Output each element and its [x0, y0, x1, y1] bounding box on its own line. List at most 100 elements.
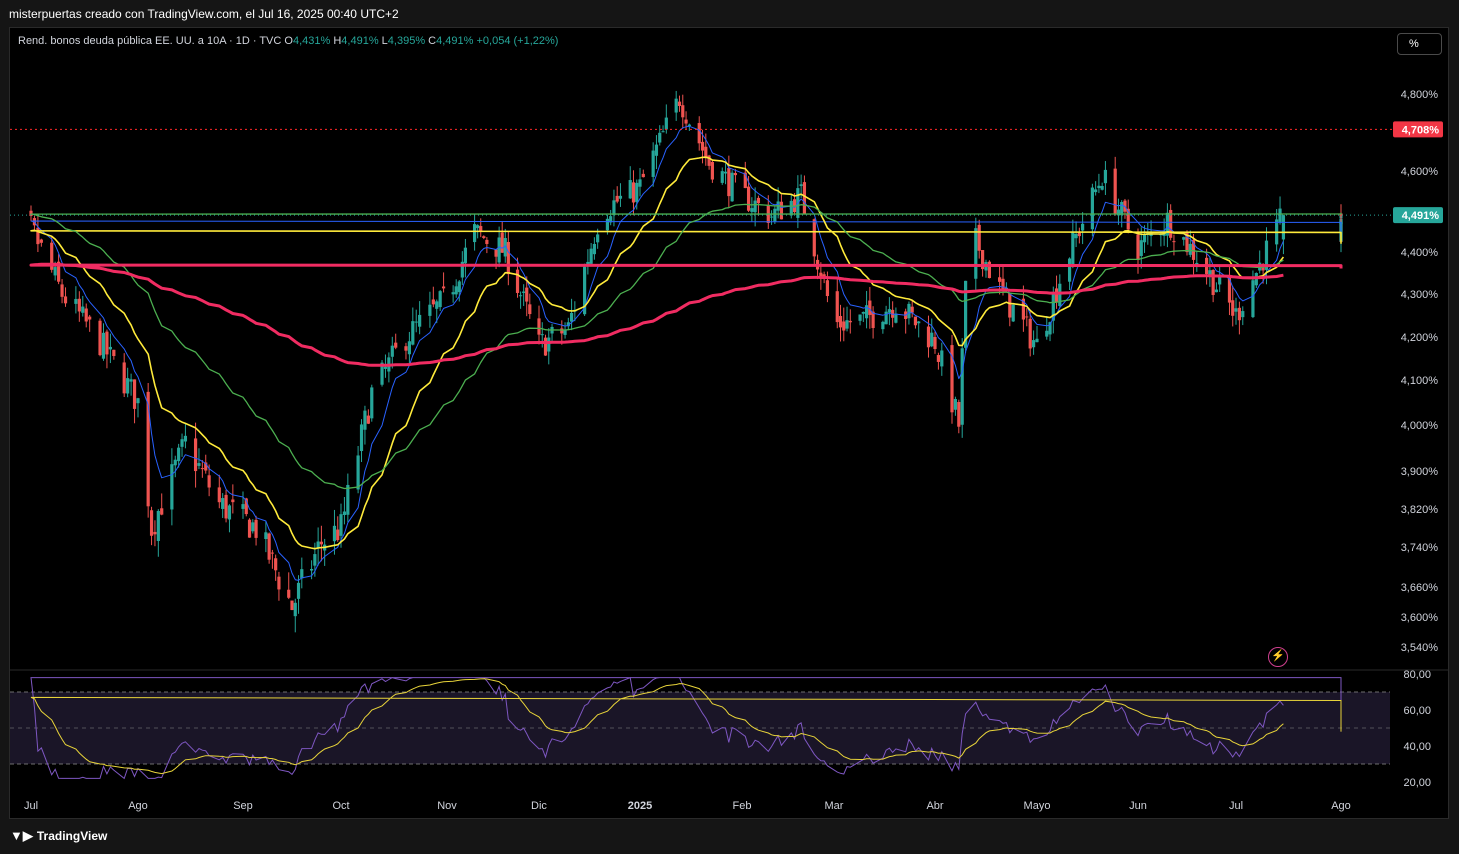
candle-body [1011, 304, 1015, 322]
candle-body [543, 337, 548, 356]
candle-body [612, 200, 616, 216]
price-axis: 4,800% 4,600% 4,400% 4,300% 4,200% 4,100% 4,00… [1401, 89, 1439, 654]
time-tick-label: Jul [24, 800, 38, 812]
candle-body [183, 435, 188, 442]
last-price-badge [1393, 207, 1443, 224]
candle-body [960, 348, 964, 425]
candle-body [407, 341, 411, 355]
time-tick-label: Nov [437, 800, 457, 812]
time-tick-label: 2025 [628, 800, 652, 812]
price-tick-label: 3,740% [1401, 542, 1439, 554]
candle-body [370, 387, 374, 419]
candle-body [77, 298, 81, 312]
candle-body [241, 504, 245, 509]
candle-body [977, 224, 981, 251]
candle-body [720, 171, 724, 183]
footer-brand-label: TradingView [36, 829, 108, 843]
candle-body [1139, 240, 1143, 256]
legend-open-value: 4,431% [292, 35, 331, 47]
candle-body [700, 141, 705, 151]
candle-body [1094, 189, 1098, 193]
candle-body [438, 291, 442, 308]
candle-body [29, 210, 33, 217]
candle-body [704, 146, 708, 158]
time-tick-label: Oct [332, 800, 349, 812]
candle-body [244, 498, 248, 515]
candle-body [57, 261, 61, 282]
price-tick-label: 4,400% [1401, 247, 1439, 259]
candle-body [1237, 307, 1241, 321]
price-tick-label: 4,200% [1401, 332, 1439, 344]
candle-body [913, 316, 918, 326]
candle-body [231, 499, 235, 503]
time-tick-label: Ago [128, 800, 148, 812]
candle-body [812, 219, 816, 257]
candle-body [63, 296, 68, 304]
flash-icon[interactable]: ⚡ [1268, 647, 1288, 667]
chart-header-text: misterpuertas creado con TradingView.com… [9, 7, 399, 21]
candle-body [746, 186, 751, 211]
candle-body [926, 326, 931, 348]
candle-body [654, 144, 659, 156]
candle-body [1142, 234, 1147, 243]
candle-body [332, 525, 337, 542]
candle-body [589, 248, 593, 264]
candle-body [207, 475, 211, 488]
price-tick-label: 3,820% [1401, 504, 1439, 516]
candle-body [953, 398, 957, 410]
price-tick-label: 4,000% [1401, 420, 1439, 432]
candle-body [460, 261, 464, 278]
candle-body [197, 463, 201, 466]
candle-body [81, 306, 85, 313]
price-tick-label: 4,300% [1401, 289, 1439, 301]
candle-body [193, 438, 198, 472]
candle-body [451, 292, 455, 295]
candle-body [153, 531, 157, 535]
candle-body [1264, 240, 1269, 270]
candle-body [221, 498, 225, 509]
candle-body [136, 398, 140, 404]
candle-body [560, 328, 564, 334]
time-tick-label: Dic [531, 800, 547, 812]
candle-body [149, 510, 154, 536]
candle-body [1048, 322, 1052, 335]
candle-body [180, 439, 184, 447]
candle-body [500, 232, 504, 253]
footer-brand: ▼▶ TradingView [10, 828, 107, 844]
chart-frame[interactable] [9, 27, 1449, 819]
candle-body [519, 295, 523, 297]
candle-body [122, 362, 126, 394]
candle-body [697, 123, 701, 144]
candle-body [435, 301, 439, 309]
candle-body [60, 284, 64, 297]
candle-body [1172, 241, 1176, 243]
legend-close-value: 4,491% [436, 35, 474, 47]
candle-body [861, 311, 865, 314]
candle-body [592, 243, 596, 255]
candle-body [907, 303, 911, 319]
candle-body [485, 239, 489, 244]
candle-body [528, 304, 532, 315]
candle-body [586, 261, 590, 266]
candle-body [101, 332, 106, 359]
legend-low-value: 4,395% [387, 35, 426, 47]
candle-body [342, 511, 347, 515]
legend-high-label: H [333, 35, 342, 47]
candle-body [356, 455, 360, 490]
candle-body [414, 321, 418, 323]
candle-body [126, 378, 130, 394]
legend-change: +0,054 (+1,22%) [476, 35, 559, 47]
candle-body [964, 280, 968, 348]
percent-scale-button[interactable]: % [1397, 33, 1442, 55]
candle-body [112, 349, 116, 357]
time-tick-label: Feb [733, 800, 752, 812]
candle-body [887, 309, 891, 313]
price-markers: 4,708% 4,491% [10, 121, 1443, 224]
candle-body [1234, 308, 1238, 312]
candle-body [1208, 270, 1212, 277]
candle-body [871, 311, 875, 329]
candle-body [957, 402, 961, 427]
candle-body [1169, 209, 1173, 238]
candle-body [300, 569, 304, 579]
